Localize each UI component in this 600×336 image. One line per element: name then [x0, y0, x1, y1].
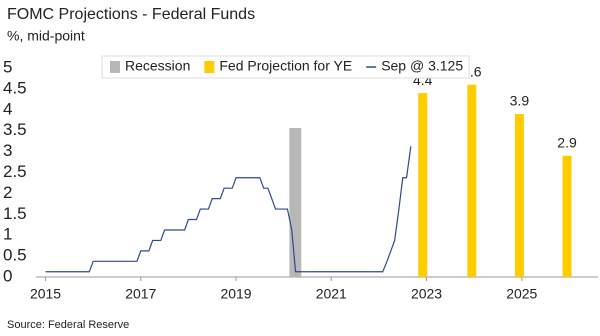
recession-span [289, 128, 302, 277]
bar [418, 93, 428, 277]
data-label: 2.9 [557, 134, 577, 150]
x-tick-label: 2023 [411, 286, 442, 302]
chart-subtitle: %, mid-point [7, 28, 85, 44]
y-tick-label: 2.5 [3, 162, 27, 181]
chart-title: FOMC Projections - Federal Funds [7, 6, 255, 23]
y-tick-label: 1.5 [3, 204, 27, 223]
line [45, 146, 412, 273]
y-tick-label: 1 [3, 225, 12, 244]
legend-label: Recession [125, 58, 190, 74]
bar [514, 113, 524, 277]
source: Source: Federal Reserve [7, 319, 129, 331]
y-tick-label: 5 [3, 57, 12, 76]
x-tick-label: 2017 [125, 286, 156, 302]
legend-swatch [110, 61, 120, 73]
legend-label: Sep @ 3.125 [381, 58, 463, 74]
x-tick-label: 2015 [30, 286, 61, 302]
x-tick-label: 2021 [316, 286, 347, 302]
bar [467, 84, 477, 277]
data-label: 3.9 [510, 93, 530, 109]
x-tick-label: 2019 [220, 286, 251, 302]
legend-swatch [204, 61, 215, 73]
y-tick-label: 0.5 [3, 246, 27, 265]
legend-label: Fed Projection for YE [219, 58, 352, 74]
legend-box [101, 55, 470, 79]
y-tick-label: 2 [3, 183, 12, 202]
y-tick-label: 0 [3, 266, 12, 285]
y-tick-label: 3 [3, 141, 12, 160]
x-tick-label: 2025 [506, 286, 537, 302]
y-tick-label: 4 [3, 99, 12, 118]
bar [562, 155, 572, 277]
y-tick-label: 3.5 [3, 120, 27, 139]
y-tick-label: 4.5 [3, 78, 27, 97]
